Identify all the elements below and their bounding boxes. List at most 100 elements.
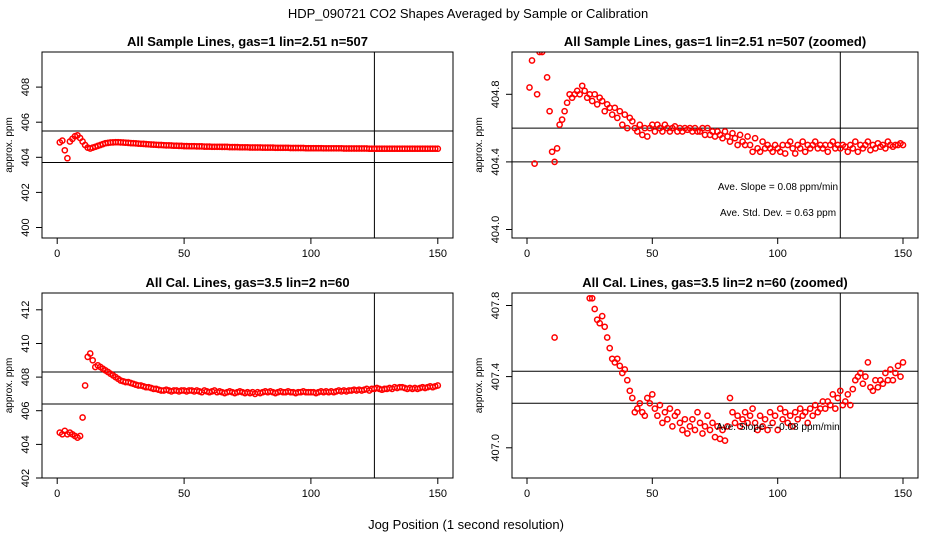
y-tick-label: 402	[20, 469, 32, 487]
data-point	[623, 376, 631, 384]
y-tick-label: 408	[20, 78, 32, 96]
y-tick-label: 407.0	[490, 434, 502, 462]
data-point	[826, 401, 834, 409]
data-point	[551, 158, 558, 166]
data-point	[721, 128, 729, 135]
data-point	[721, 437, 729, 444]
data-point	[736, 423, 744, 430]
data-point	[734, 412, 741, 420]
data-point	[731, 134, 739, 142]
y-tick-label: 404.4	[490, 148, 502, 176]
panel-title: All Sample Lines, gas=1 lin=2.51 n=507	[127, 34, 368, 49]
data-point	[811, 401, 819, 409]
data-point	[771, 412, 779, 420]
y-tick-label: 404	[20, 148, 32, 166]
y-tick-label: 407.4	[490, 363, 502, 391]
data-point	[831, 405, 839, 412]
data-point	[776, 405, 784, 412]
data-point	[781, 408, 789, 416]
data-point	[851, 138, 859, 145]
data-point	[704, 124, 711, 132]
data-point	[548, 148, 556, 156]
data-point	[613, 114, 621, 122]
data-point	[899, 141, 907, 149]
data-point	[897, 373, 904, 380]
x-tick-label: 0	[524, 248, 530, 260]
data-point	[864, 359, 872, 366]
y-tick-label: 412	[20, 301, 32, 319]
x-tick-label: 0	[54, 248, 60, 260]
panel-title: All Sample Lines, gas=1 lin=2.51 n=507 (…	[564, 34, 866, 49]
data-point	[669, 423, 676, 430]
data-point	[799, 138, 807, 145]
data-point	[543, 74, 551, 81]
data-point	[674, 408, 681, 416]
data-point	[786, 412, 794, 420]
data-point	[618, 121, 626, 129]
data-point	[796, 145, 804, 152]
data-point	[598, 312, 606, 320]
x-tick-label: 50	[646, 488, 658, 500]
data-point	[661, 408, 669, 416]
x-tick-label: 100	[769, 248, 787, 260]
data-point	[731, 419, 739, 427]
y-tick-label: 402	[20, 183, 32, 201]
data-point	[769, 148, 776, 156]
data-point	[696, 419, 704, 427]
data-point	[558, 116, 566, 123]
panel-1: All Sample Lines, gas=1 lin=2.51 n=507 0 5…	[4, 34, 454, 260]
data-point	[636, 121, 644, 129]
x-tick-label: 150	[894, 488, 912, 500]
data-point	[593, 101, 601, 108]
plot-frame	[511, 292, 919, 479]
data-point	[531, 160, 538, 167]
data-point	[714, 423, 721, 430]
data-point	[699, 430, 706, 437]
data-point	[601, 107, 609, 115]
data-point	[556, 121, 563, 129]
data-point	[576, 90, 584, 98]
data-point	[76, 432, 84, 440]
y-axis-label: approx. ppm	[4, 358, 15, 414]
data-point	[626, 387, 634, 395]
data-point	[704, 412, 711, 420]
data-point	[623, 124, 631, 132]
data-point	[801, 148, 809, 156]
data-point	[746, 412, 754, 420]
data-point	[528, 57, 536, 64]
x-tick-label: 100	[769, 488, 787, 500]
data-point	[899, 359, 907, 366]
data-point	[659, 128, 666, 135]
data-point	[766, 408, 774, 416]
data-point	[724, 423, 731, 430]
data-point	[546, 107, 553, 115]
data-point	[608, 111, 616, 118]
data-point	[701, 423, 709, 430]
data-point	[749, 405, 756, 412]
panel-title: All Cal. Lines, gas=3.5 lin=2 n=60 (zoom…	[582, 275, 848, 290]
data-point	[744, 419, 751, 427]
data-point	[857, 369, 864, 377]
data-point	[601, 323, 609, 331]
data-point	[894, 362, 902, 370]
x-tick-label: 50	[178, 488, 190, 500]
data-point	[603, 334, 611, 341]
data-point	[786, 138, 794, 145]
data-point	[598, 97, 606, 105]
data-point	[613, 355, 621, 363]
data-point	[774, 426, 782, 434]
data-point	[736, 131, 744, 139]
data-point	[621, 111, 629, 118]
data-point	[791, 408, 799, 416]
x-tick-label: 150	[894, 248, 912, 260]
data-point	[779, 415, 787, 423]
data-point	[651, 128, 659, 135]
data-point	[551, 334, 558, 341]
data-point	[633, 128, 641, 135]
data-point	[681, 415, 689, 423]
data-point	[628, 394, 636, 402]
data-point	[879, 380, 887, 388]
x-tick-label: 100	[302, 248, 320, 260]
data-point	[561, 107, 568, 115]
annotation-text: Ave. Slope = -0.08 ppm/min	[716, 422, 840, 433]
